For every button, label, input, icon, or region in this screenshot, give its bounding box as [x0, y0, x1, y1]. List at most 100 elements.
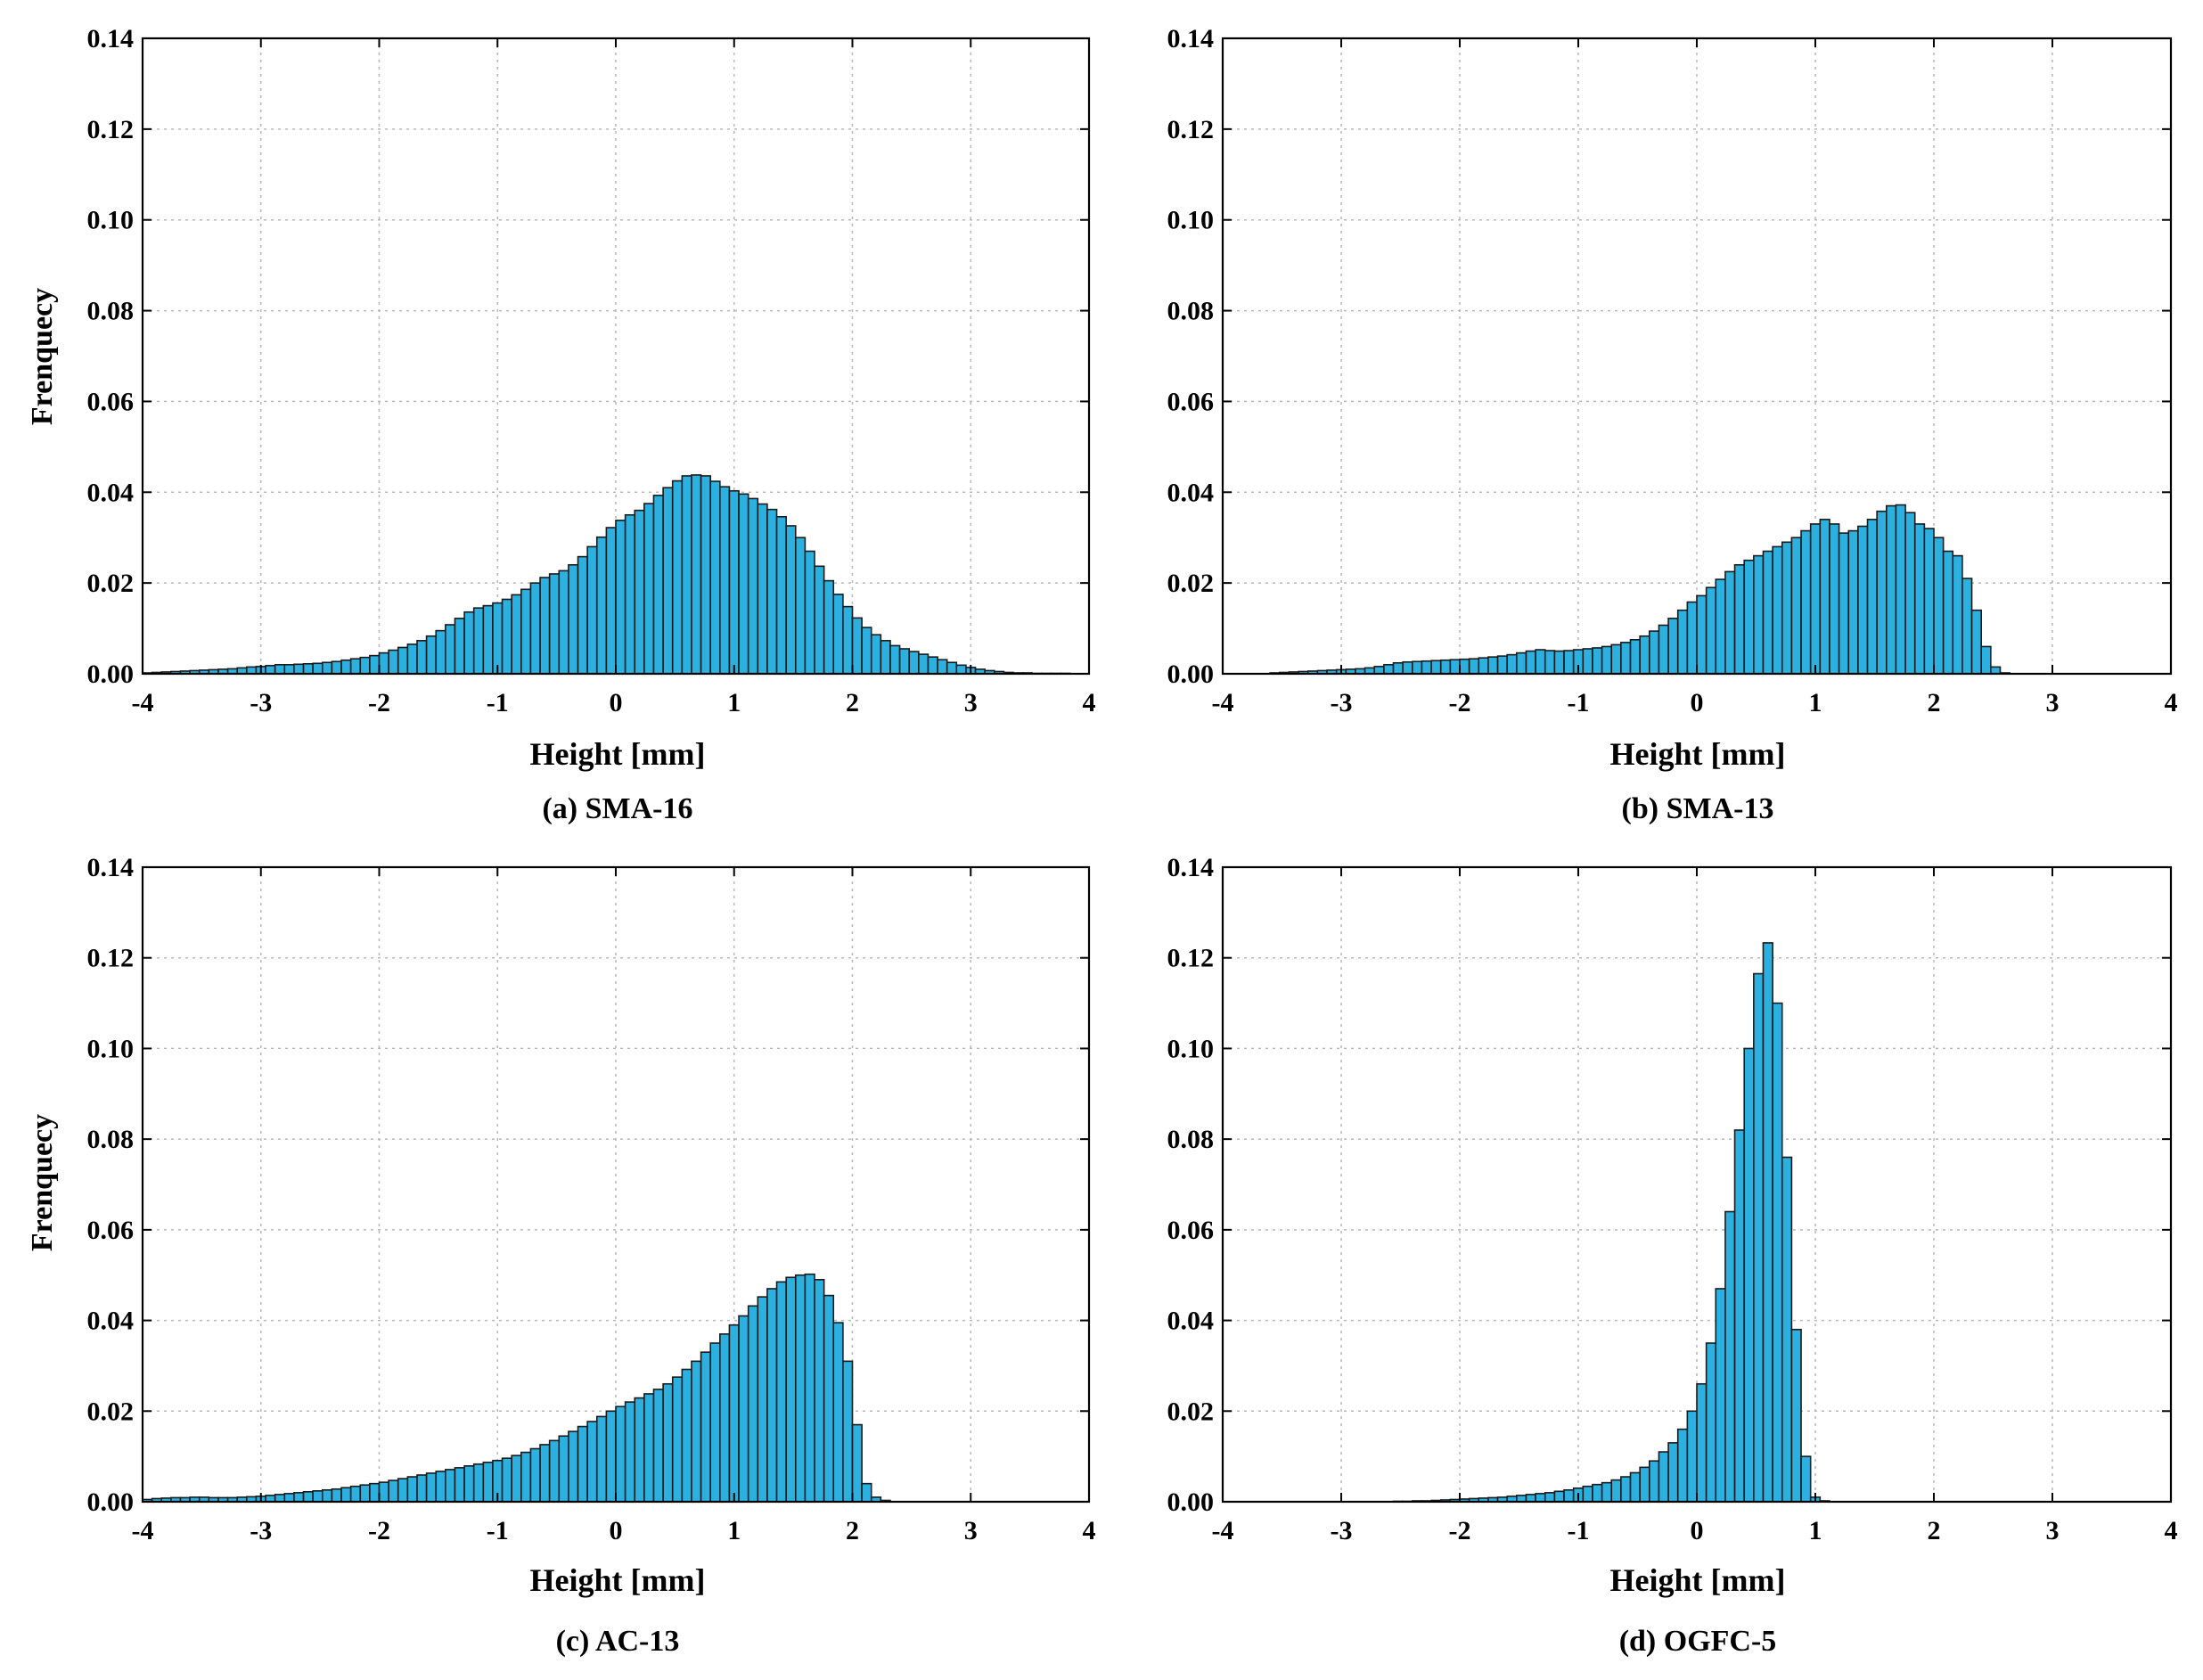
x-tick-label: -4 [1212, 1516, 1234, 1545]
histogram-bar [1629, 1471, 1641, 1503]
x-axis-label: Height [mm] [1610, 1562, 1786, 1598]
histogram-bar [700, 475, 712, 675]
histogram-bar [425, 1472, 438, 1503]
x-tick-label: -1 [487, 1516, 509, 1545]
histogram-bar [1506, 653, 1518, 675]
histogram-bar [832, 594, 844, 675]
histogram-bar [1733, 563, 1746, 675]
histogram-bar [1886, 504, 1897, 675]
histogram-bar [1724, 570, 1736, 675]
histogram-bar [652, 1389, 664, 1503]
x-tick-label: 0 [610, 1516, 623, 1545]
y-tick-label: 0.00 [1167, 660, 1215, 689]
histogram-bar [634, 509, 645, 675]
histogram-bar [1516, 652, 1527, 675]
histogram-bar [1430, 660, 1442, 675]
histogram-bars [142, 1273, 891, 1503]
histogram-bar [595, 536, 608, 675]
histogram-bar [1696, 594, 1708, 675]
histogram-bar [1667, 1442, 1679, 1503]
histogram-bar [728, 489, 740, 675]
histogram-bar [766, 1288, 778, 1503]
histogram-bar [1715, 578, 1726, 675]
x-tick-label: -4 [1212, 688, 1234, 717]
histogram-bar [302, 1491, 314, 1503]
histogram-bar [501, 1457, 512, 1503]
histogram-bar [1876, 510, 1888, 675]
histogram-bar [1895, 504, 1906, 675]
histogram-bar [1620, 1476, 1632, 1503]
histogram-bar [454, 1467, 465, 1503]
y-axis-label: Frenquecy [26, 1114, 59, 1251]
histogram-bar [331, 660, 342, 675]
histogram-bar [794, 1274, 807, 1503]
x-axis-label: Height [mm] [530, 1562, 706, 1598]
histogram-bar [908, 651, 920, 675]
histogram-bar [1980, 645, 1992, 675]
histogram-bar [416, 640, 428, 675]
histogram-bar [1496, 655, 1509, 675]
histogram-bar [312, 1489, 323, 1503]
histogram-bar [1781, 1156, 1793, 1503]
histogram-bar [246, 666, 258, 675]
histogram-bar [1772, 545, 1783, 675]
y-tick-label: 0.06 [87, 387, 135, 416]
histogram-bar [1421, 660, 1432, 675]
histogram-bar [1620, 642, 1632, 675]
histogram-bar [615, 1405, 627, 1503]
histogram-bar [359, 656, 371, 675]
histogram-bar [454, 618, 465, 675]
histogram-bar [1970, 609, 1983, 675]
histogram-bar [1790, 537, 1802, 675]
y-axis-ticks: 0.00 0.02 0.04 0.06 0.08 0.10 0.12 0.14 [87, 24, 1089, 689]
histogram-bar [340, 659, 352, 675]
histogram-bar [586, 545, 598, 675]
y-tick-label: 0.10 [1167, 206, 1215, 235]
histogram-bar [1392, 661, 1404, 675]
y-tick-label: 0.14 [87, 24, 135, 53]
y-axis-ticks: 0.00 0.02 0.04 0.06 0.08 0.10 0.12 0.14 [1167, 24, 2171, 689]
histogram-bar [624, 1401, 636, 1503]
histogram-bar [605, 1410, 617, 1503]
y-tick-label: 0.00 [87, 1487, 135, 1517]
histogram-bar [880, 640, 891, 675]
histogram-bar [1686, 601, 1698, 675]
histogram-bar [274, 664, 286, 675]
histogram-bar [340, 1487, 352, 1503]
x-axis-ticks: -4 -3 -2 -1 0 1 2 3 4 [1212, 867, 2178, 1545]
histogram-bar [719, 1333, 731, 1503]
histogram-bar [548, 573, 561, 675]
histogram-bar [691, 1360, 702, 1503]
histogram-bar [927, 656, 938, 675]
histogram-bar [605, 527, 617, 675]
x-tick-label: 3 [964, 1516, 978, 1545]
histogram-bar [918, 653, 930, 675]
y-tick-label: 0.06 [1167, 1216, 1215, 1245]
histogram-bar [946, 661, 958, 675]
histogram-bar [1553, 1490, 1565, 1503]
histogram-bar [662, 1382, 674, 1503]
histogram-bar [1990, 666, 2002, 675]
histogram-bar [823, 1294, 835, 1503]
histogram-bar [662, 487, 674, 675]
histogram-bar [511, 594, 522, 675]
x-tick-label: -1 [1568, 688, 1590, 717]
histogram-bar [851, 1423, 863, 1503]
histogram-bar [1676, 609, 1689, 675]
histogram-bar [265, 665, 276, 675]
y-tick-label: 0.02 [87, 569, 135, 598]
panel-b-sma-13: Height [mm] (b) SMA-13 -4 -3 -2 -1 0 1 2 3 40.00… [1167, 24, 2178, 825]
histogram-bar [1563, 650, 1575, 675]
histogram-bar [1383, 664, 1395, 675]
histogram-bar [1952, 554, 1963, 675]
histogram-bar [652, 495, 664, 675]
histogram-bars [1392, 942, 1830, 1503]
x-tick-label: 0 [1691, 1516, 1704, 1545]
x-tick-label: 0 [1691, 688, 1704, 717]
histogram-bar [388, 649, 399, 675]
histogram-bar [472, 1463, 485, 1503]
histogram-bar [595, 1415, 608, 1503]
histogram-bar [1525, 650, 1536, 675]
histogram-bar [548, 1439, 561, 1503]
histogram-bar [397, 1478, 409, 1503]
